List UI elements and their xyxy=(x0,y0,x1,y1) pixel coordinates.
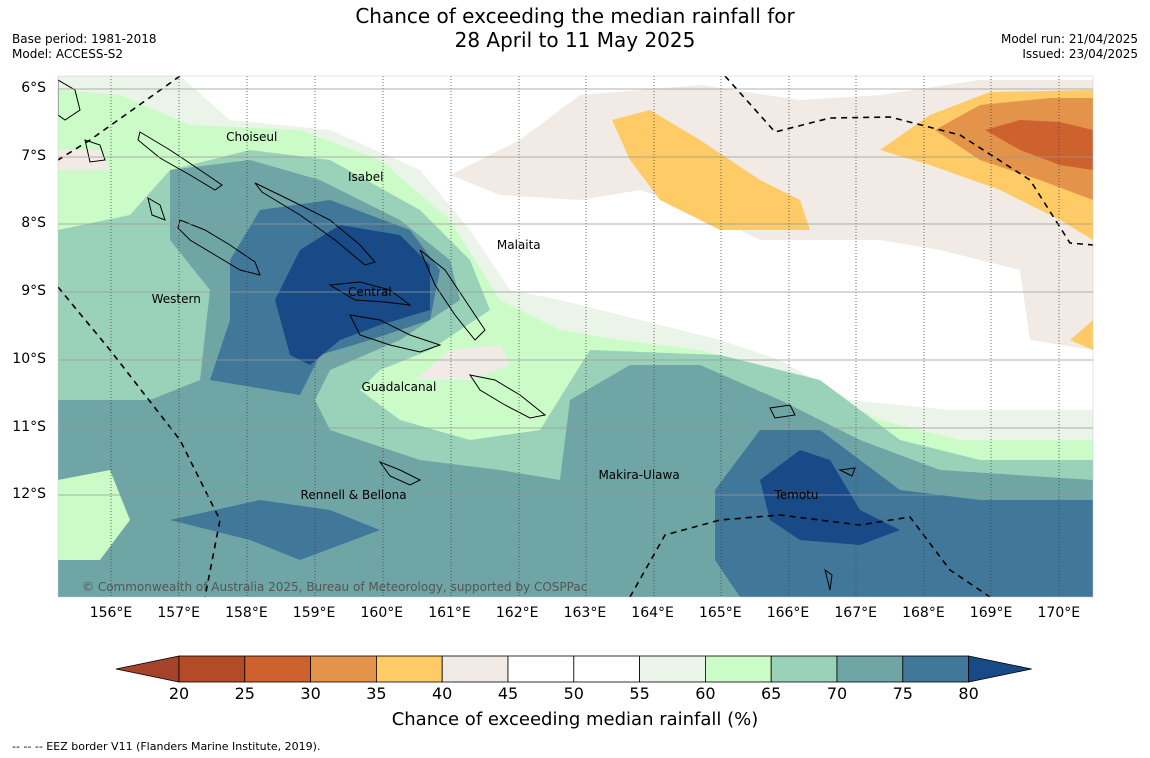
colorbar-segment xyxy=(178,655,246,683)
colorbar-arrow-low xyxy=(115,655,180,683)
colorbar-segment xyxy=(770,655,838,683)
colorbar-segment xyxy=(639,655,706,683)
title-line-2: 28 April to 11 May 2025 xyxy=(454,28,696,52)
eez-footnote: -- -- -- EEZ border V11 (Flanders Marine… xyxy=(12,740,321,753)
colorbar-tick-label: 55 xyxy=(629,684,650,703)
longitude-label: 161°E xyxy=(428,605,471,621)
colorbar-segment xyxy=(375,655,443,683)
colorbar-tick-label: 25 xyxy=(234,684,255,703)
longitude-label: 156°E xyxy=(89,605,133,621)
latitude-label: 9°S xyxy=(21,283,46,300)
longitude-label: 164°E xyxy=(631,605,674,621)
latitude-label: 12°S xyxy=(12,486,46,503)
place-label: Rennell & Bellona xyxy=(300,488,407,503)
coastlines xyxy=(58,79,856,591)
colorbar-title: Chance of exceeding median rainfall (%) xyxy=(391,709,759,730)
place-label: Temotu xyxy=(774,488,819,503)
place-label: Makira-Ulawa xyxy=(598,468,680,483)
title-line-1: Chance of exceeding the median rainfall … xyxy=(355,4,795,28)
longitude-label: 162°E xyxy=(495,605,539,621)
latitude-label: 11°S xyxy=(12,418,46,435)
colorbar-segment xyxy=(310,655,377,683)
eez-border xyxy=(58,76,1093,597)
colorbar-segment xyxy=(836,655,904,683)
colorbar-tick-label: 65 xyxy=(761,684,782,703)
colorbar-tick-label: 20 xyxy=(168,684,190,703)
colorbar-segment xyxy=(441,655,509,683)
place-label: Choiseul xyxy=(226,129,278,144)
longitude-label: 159°E xyxy=(292,605,336,621)
colorbar-tick-label: 70 xyxy=(826,684,848,703)
latitude-label: 7°S xyxy=(21,147,46,164)
model-name: Model: ACCESS-S2 xyxy=(12,47,124,61)
latitude-label: 6°S xyxy=(21,80,46,96)
colorbar-tick-label: 50 xyxy=(563,684,584,703)
colorbar-tick-label: 45 xyxy=(497,684,519,703)
model-run: Model run: 21/04/2025 xyxy=(1000,32,1138,46)
colorbar-segment xyxy=(705,655,772,683)
longitude-label: 170°E xyxy=(1037,605,1081,621)
place-label: Central xyxy=(347,285,392,300)
longitude-label: 166°E xyxy=(766,605,810,621)
longitude-label: 163°E xyxy=(563,605,607,621)
base-period: Base period: 1981-2018 xyxy=(12,32,157,46)
longitude-label: 169°E xyxy=(969,605,1013,621)
latitude-lines xyxy=(58,88,1093,496)
latitude-label: 10°S xyxy=(12,350,46,367)
colorbar-tick-label: 80 xyxy=(958,684,979,703)
place-label: Western xyxy=(151,292,201,307)
colorbar-segment xyxy=(902,655,969,683)
colorbar-tick-label: 60 xyxy=(695,684,716,703)
colorbar xyxy=(115,655,1032,683)
colorbar-segment xyxy=(507,655,575,683)
longitude-label: 158°E xyxy=(225,605,268,621)
place-label: Isabel xyxy=(347,170,384,185)
latitude-label: 8°S xyxy=(21,215,46,232)
contour-field xyxy=(58,76,1093,597)
longitude-label: 167°E xyxy=(834,605,877,621)
longitude-label: 165°E xyxy=(699,605,742,621)
place-label: Guadalcanal xyxy=(361,380,437,395)
longitude-label: 157°E xyxy=(157,605,200,621)
issued-date: Issued: 23/04/2025 xyxy=(1022,47,1138,61)
colorbar-segment xyxy=(573,655,640,683)
copyright-notice: © Commonwealth of Australia 2025, Bureau… xyxy=(82,580,588,594)
longitude-label: 168°E xyxy=(902,605,945,621)
colorbar-tick-label: 30 xyxy=(300,684,321,703)
colorbar-tick-label: 75 xyxy=(892,684,913,703)
longitude-label: 160°E xyxy=(360,605,404,621)
colorbar-segment xyxy=(244,655,312,683)
colorbar-arrow-high xyxy=(968,655,1032,683)
place-label: Malaita xyxy=(496,237,541,252)
colorbar-tick-label: 40 xyxy=(432,684,453,703)
colorbar-tick-label: 35 xyxy=(366,684,387,703)
